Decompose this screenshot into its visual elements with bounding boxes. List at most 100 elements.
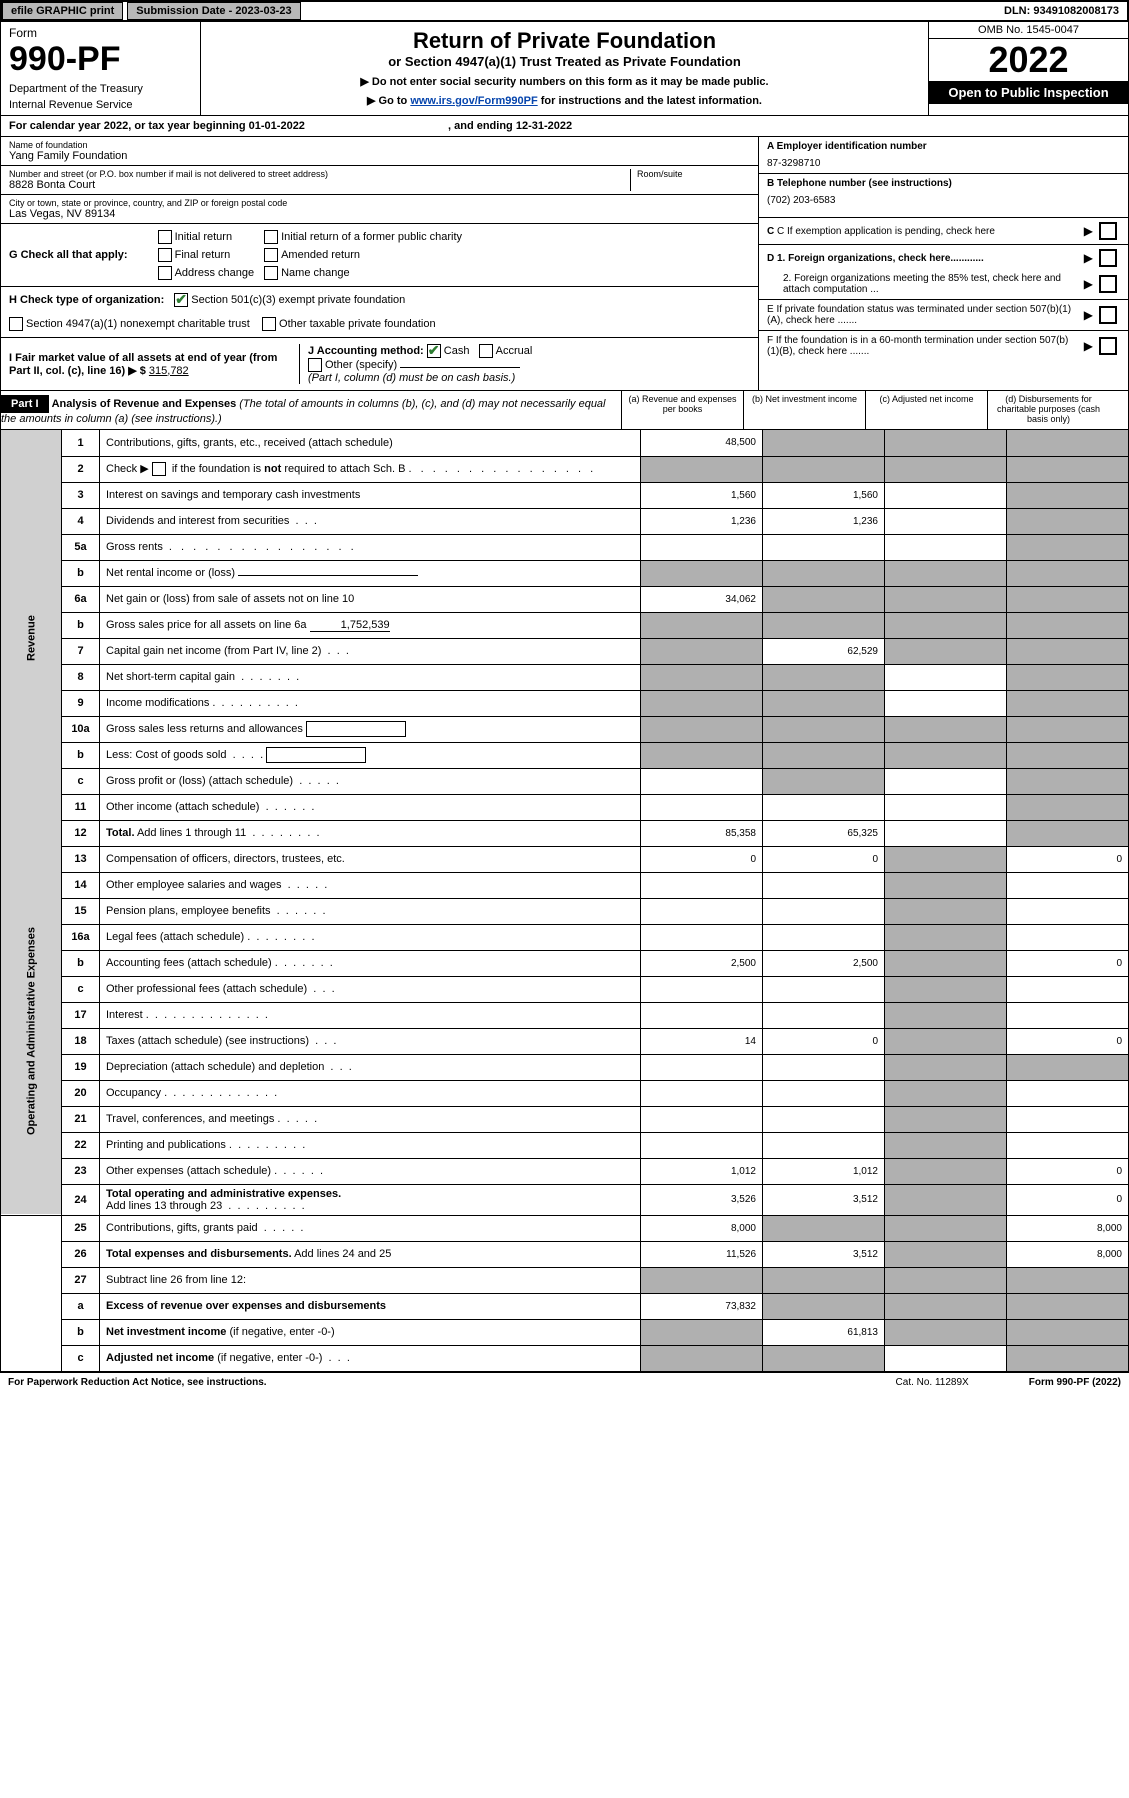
d2-label: 2. Foreign organizations meeting the 85%…: [767, 273, 1078, 295]
table-row: Revenue 1Contributions, gifts, grants, e…: [1, 430, 1129, 456]
table-row: 15Pension plans, employee benefits . . .…: [1, 898, 1129, 924]
table-row: Operating and Administrative Expenses 13…: [1, 846, 1129, 872]
table-row: 16aLegal fees (attach schedule) . . . . …: [1, 924, 1129, 950]
name-label: Name of foundation: [9, 140, 750, 150]
part1-header: Part I Analysis of Revenue and Expenses …: [0, 391, 1129, 430]
part1-title: Analysis of Revenue and Expenses: [52, 398, 237, 410]
efile-print-button[interactable]: efile GRAPHIC print: [2, 2, 123, 20]
table-row: 24Total operating and administrative exp…: [1, 1184, 1129, 1215]
g-name-change-checkbox[interactable]: [264, 266, 278, 280]
form-number: 990-PF: [9, 40, 192, 79]
d1-checkbox[interactable]: [1099, 249, 1117, 267]
g-label: G Check all that apply:: [9, 249, 128, 261]
dept-treasury: Department of the Treasury: [9, 83, 192, 95]
table-row: bGross sales price for all assets on lin…: [1, 612, 1129, 638]
form-header: Form 990-PF Department of the Treasury I…: [0, 22, 1129, 116]
h-label: H Check type of organization:: [9, 294, 164, 306]
table-row: bAccounting fees (attach schedule) . . .…: [1, 950, 1129, 976]
d1-label: D 1. Foreign organizations, check here..…: [767, 253, 1078, 264]
col-c-header: (c) Adjusted net income: [865, 391, 987, 429]
table-row: 2Check ▶ if the foundation is not requir…: [1, 456, 1129, 482]
table-row: aExcess of revenue over expenses and dis…: [1, 1293, 1129, 1319]
g-final-return-checkbox[interactable]: [158, 248, 172, 262]
table-row: 9Income modifications . . . . . . . . . …: [1, 690, 1129, 716]
instruction-2: ▶ Go to www.irs.gov/Form990PF for instru…: [207, 94, 922, 107]
j-cash-checkbox[interactable]: [427, 344, 441, 358]
h-other-taxable-checkbox[interactable]: [262, 317, 276, 331]
table-row: 22Printing and publications . . . . . . …: [1, 1132, 1129, 1158]
e-checkbox[interactable]: [1099, 306, 1117, 324]
part1-table: Revenue 1Contributions, gifts, grants, e…: [0, 430, 1129, 1372]
table-row: 17Interest . . . . . . . . . . . . . .: [1, 1002, 1129, 1028]
g-initial-former-checkbox[interactable]: [264, 230, 278, 244]
col-d-header: (d) Disbursements for charitable purpose…: [987, 391, 1109, 429]
street-address: 8828 Bonta Court: [9, 179, 630, 191]
open-public-badge: Open to Public Inspection: [929, 81, 1128, 104]
form-label: Form: [9, 26, 192, 40]
table-row: cAdjusted net income (if negative, enter…: [1, 1345, 1129, 1371]
page-footer: For Paperwork Reduction Act Notice, see …: [0, 1372, 1129, 1392]
section-h: H Check type of organization: Section 50…: [1, 287, 758, 338]
g-amended-checkbox[interactable]: [264, 248, 278, 262]
col-b-header: (b) Net investment income: [743, 391, 865, 429]
table-row: 5aGross rents: [1, 534, 1129, 560]
d2-checkbox[interactable]: [1099, 275, 1117, 293]
g-initial-return-checkbox[interactable]: [158, 230, 172, 244]
g-address-change-checkbox[interactable]: [158, 266, 172, 280]
catalog-number: Cat. No. 11289X: [896, 1377, 969, 1388]
dln-label: DLN: 93491082008173: [996, 3, 1127, 19]
revenue-side-label: Revenue: [1, 430, 62, 846]
table-row: 7Capital gain net income (from Part IV, …: [1, 638, 1129, 664]
table-row: cGross profit or (loss) (attach schedule…: [1, 768, 1129, 794]
expenses-side-label: Operating and Administrative Expenses: [1, 846, 62, 1215]
telephone-label: B Telephone number (see instructions): [767, 178, 952, 189]
c-checkbox[interactable]: [1099, 222, 1117, 240]
dept-irs: Internal Revenue Service: [9, 99, 192, 111]
i-label: I Fair market value of all assets at end…: [9, 352, 277, 377]
j-accrual-checkbox[interactable]: [479, 344, 493, 358]
table-row: 3Interest on savings and temporary cash …: [1, 482, 1129, 508]
f-checkbox[interactable]: [1099, 337, 1117, 355]
submission-date: Submission Date - 2023-03-23: [127, 2, 300, 20]
instruction-1: ▶ Do not enter social security numbers o…: [207, 75, 922, 88]
tax-year: 2022: [929, 39, 1128, 81]
h-501c3-checkbox[interactable]: [174, 293, 188, 307]
table-row: 10aGross sales less returns and allowanc…: [1, 716, 1129, 742]
telephone-value: (702) 203-6583: [767, 195, 835, 206]
col-a-header: (a) Revenue and expenses per books: [621, 391, 743, 429]
table-row: 11Other income (attach schedule) . . . .…: [1, 794, 1129, 820]
j-other-checkbox[interactable]: [308, 358, 322, 372]
j-note: (Part I, column (d) must be on cash basi…: [308, 372, 515, 384]
form-footer-label: Form 990-PF (2022): [1029, 1377, 1121, 1388]
part1-badge: Part I: [1, 395, 49, 413]
h-4947-checkbox[interactable]: [9, 317, 23, 331]
table-row: 23Other expenses (attach schedule) . . .…: [1, 1158, 1129, 1184]
table-row: 6aNet gain or (loss) from sale of assets…: [1, 586, 1129, 612]
calendar-year-row: For calendar year 2022, or tax year begi…: [0, 116, 1129, 137]
section-g: G Check all that apply: Initial return F…: [1, 224, 758, 287]
table-row: 18Taxes (attach schedule) (see instructi…: [1, 1028, 1129, 1054]
form-title: Return of Private Foundation: [207, 28, 922, 54]
table-row: 8Net short-term capital gain . . . . . .…: [1, 664, 1129, 690]
i-fmv-value: 315,782: [149, 365, 189, 377]
table-row: 12Total. Add lines 1 through 11 . . . . …: [1, 820, 1129, 846]
city-label: City or town, state or province, country…: [9, 198, 750, 208]
address-label: Number and street (or P.O. box number if…: [9, 169, 630, 179]
schb-checkbox[interactable]: [152, 462, 166, 476]
form990pf-link[interactable]: www.irs.gov/Form990PF: [410, 95, 537, 107]
table-row: 21Travel, conferences, and meetings . . …: [1, 1106, 1129, 1132]
table-row: bLess: Cost of goods sold . . . .: [1, 742, 1129, 768]
section-i-j: I Fair market value of all assets at end…: [1, 338, 758, 390]
room-label: Room/suite: [637, 169, 750, 179]
table-row: 19Depreciation (attach schedule) and dep…: [1, 1054, 1129, 1080]
paperwork-notice: For Paperwork Reduction Act Notice, see …: [8, 1377, 267, 1388]
table-row: 4Dividends and interest from securities …: [1, 508, 1129, 534]
j-label: J Accounting method:: [308, 345, 424, 357]
table-row: bNet investment income (if negative, ent…: [1, 1319, 1129, 1345]
table-row: bNet rental income or (loss): [1, 560, 1129, 586]
top-bar: efile GRAPHIC print Submission Date - 20…: [0, 0, 1129, 22]
entity-info: Name of foundation Yang Family Foundatio…: [0, 137, 1129, 391]
omb-number: OMB No. 1545-0047: [929, 22, 1128, 39]
table-row: 27Subtract line 26 from line 12:: [1, 1267, 1129, 1293]
e-label: E If private foundation status was termi…: [767, 304, 1078, 326]
